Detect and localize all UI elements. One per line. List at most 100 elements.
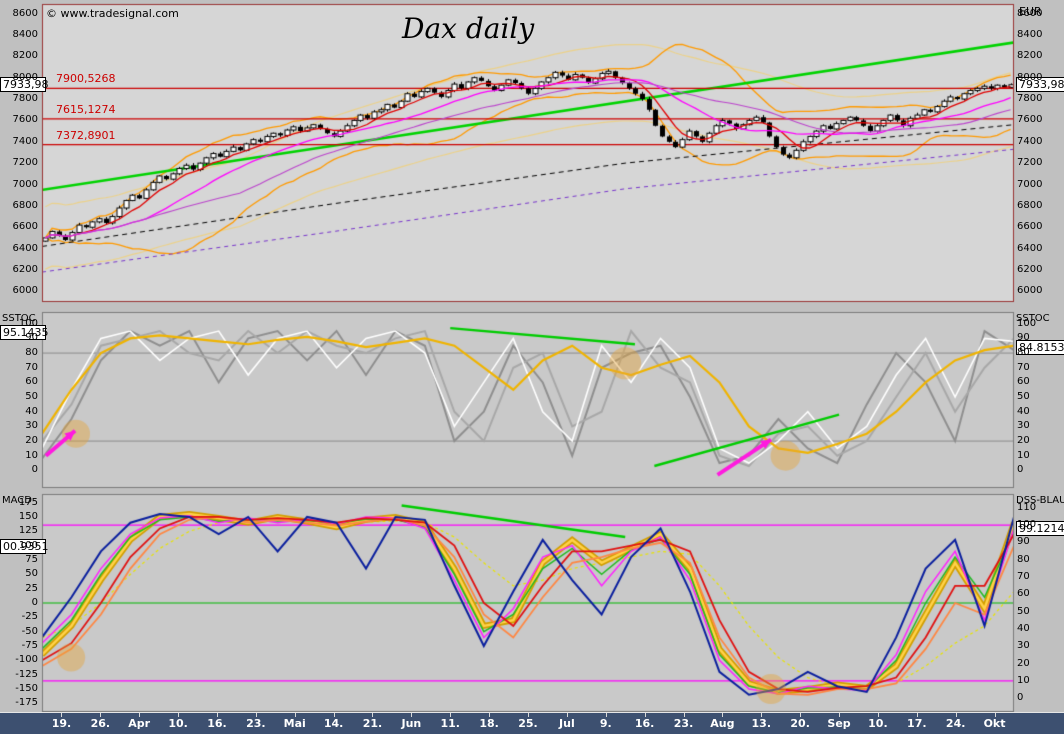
y-axis-tick: 60 — [1017, 588, 1030, 600]
y-axis-tick: 6800 — [1017, 199, 1043, 211]
x-axis-tick — [644, 713, 646, 717]
resistance-level-label: 7900,5268 — [56, 72, 116, 85]
x-axis-label: Jun — [401, 717, 422, 730]
y-axis-tick: 8200 — [12, 50, 38, 62]
x-axis-tick — [566, 713, 568, 717]
x-axis-label: 26. — [90, 717, 111, 730]
y-axis-tick: 7200 — [12, 157, 38, 169]
y-axis-tick: 25 — [25, 582, 38, 594]
y-axis-tick: 0 — [1017, 464, 1024, 476]
x-axis-tick — [450, 713, 452, 717]
y-axis-tick: 70 — [1017, 571, 1030, 583]
y-axis-tick: 80 — [1017, 553, 1030, 565]
y-axis-tick: 100 — [1017, 317, 1037, 329]
y-axis-tick: 8600 — [1017, 7, 1043, 19]
y-axis-tick: 7400 — [12, 135, 38, 147]
sstoc-value-box-right: 84.8153 — [1016, 340, 1064, 355]
y-axis-tick: -150 — [15, 683, 38, 695]
y-axis-tick: 150 — [18, 510, 38, 522]
y-axis-tick: 50 — [25, 391, 38, 403]
y-axis-tick: 6200 — [12, 263, 38, 275]
y-axis-tick: 125 — [18, 525, 38, 537]
y-axis-tick: -25 — [21, 611, 38, 623]
y-axis-tick: -100 — [15, 654, 38, 666]
x-axis-tick — [61, 713, 63, 717]
x-axis-tick — [877, 713, 879, 717]
y-axis-tick: 8200 — [1017, 50, 1043, 62]
sstoc-value-box-left: 95.1435 — [0, 325, 49, 340]
x-axis-label: 14. — [323, 717, 344, 730]
support-level-label-2: 7372,8901 — [56, 129, 116, 142]
y-axis-tick: 7400 — [1017, 135, 1043, 147]
y-axis-tick: 100 — [18, 539, 38, 551]
x-axis-tick — [255, 713, 257, 717]
y-axis-tick: 70 — [25, 361, 38, 373]
y-axis-tick: 50 — [25, 568, 38, 580]
y-axis-tick: 20 — [25, 435, 38, 447]
x-axis-label: 18. — [479, 717, 499, 730]
x-axis-label: Sep — [827, 717, 851, 730]
y-axis-tick: 8000 — [1017, 71, 1043, 83]
x-axis-label: 13. — [751, 717, 772, 730]
chart-title: Dax daily — [402, 12, 535, 45]
y-axis-tick: 8000 — [12, 71, 38, 83]
y-axis-tick: 40 — [1017, 405, 1030, 417]
currency-label: EUR — [1019, 5, 1042, 18]
y-axis-tick: 6400 — [1017, 242, 1043, 254]
x-axis-label: Okt — [983, 717, 1006, 730]
x-axis-label: 19. — [51, 717, 72, 730]
x-axis-label: 20. — [790, 717, 810, 730]
y-axis-tick: -175 — [15, 697, 38, 709]
y-axis-tick: 0 — [31, 597, 38, 608]
y-axis-tick: 80 — [1017, 347, 1030, 359]
x-axis-label: Jul — [559, 717, 575, 730]
y-axis-tick: 8400 — [12, 28, 38, 40]
x-axis-tick — [800, 713, 802, 717]
y-axis-tick: 6200 — [1017, 263, 1043, 275]
x-axis-tick — [294, 713, 296, 717]
x-axis-label: Mai — [283, 717, 306, 730]
y-axis-tick: 6000 — [1017, 285, 1043, 297]
y-axis-tick: 90 — [1017, 536, 1030, 548]
y-axis-tick: 110 — [1017, 501, 1037, 513]
x-axis-tick — [761, 713, 763, 717]
y-axis-tick: 40 — [25, 405, 38, 417]
x-axis-label: 21. — [362, 717, 383, 730]
x-axis-label: 23. — [246, 717, 266, 730]
dss-value-box-right: 99.1214 — [1016, 521, 1064, 536]
y-axis-tick: 6000 — [12, 285, 38, 297]
x-axis-tick — [372, 713, 374, 717]
x-axis-tick — [994, 713, 996, 717]
x-axis-tick — [722, 713, 724, 717]
y-axis-tick: 6400 — [12, 242, 38, 254]
y-axis-tick: 100 — [1017, 519, 1037, 531]
y-axis-tick: 0 — [1017, 692, 1024, 704]
x-axis-label: 10. — [168, 717, 188, 730]
sstoc-label-left: SSTOC — [2, 313, 36, 324]
x-axis-label: 9. — [599, 717, 612, 730]
x-axis-tick — [916, 713, 918, 717]
y-axis-tick: 80 — [25, 347, 38, 359]
x-axis-label: 17. — [907, 717, 927, 730]
y-axis-tick: 7000 — [1017, 178, 1043, 190]
copyright-notice: © www.tradesignal.com — [46, 7, 179, 20]
y-axis-tick: 10 — [25, 449, 38, 461]
x-axis-label: 16. — [207, 717, 227, 730]
y-axis-tick: 7600 — [12, 114, 38, 126]
x-axis-tick — [411, 713, 413, 717]
y-axis-tick: 175 — [18, 496, 38, 508]
y-axis-tick: 90 — [25, 332, 38, 344]
last-price-box-right: 7933,98 — [1016, 77, 1064, 92]
y-axis-tick: 90 — [1017, 332, 1030, 344]
x-axis-tick — [839, 713, 841, 717]
y-axis-tick: 8400 — [1017, 28, 1043, 40]
time-axis-bar[interactable]: 19. 26. Apr 10. 16. 23. Mai 14. 21. Jun 11. 18. 25. J… — [0, 712, 1064, 734]
x-axis-label: Aug — [710, 717, 735, 730]
x-axis-label: 23. — [673, 717, 694, 730]
y-axis-tick: 60 — [1017, 376, 1030, 388]
x-axis-tick — [178, 713, 180, 717]
x-axis-tick — [333, 713, 335, 717]
y-axis-tick: -75 — [21, 640, 38, 652]
